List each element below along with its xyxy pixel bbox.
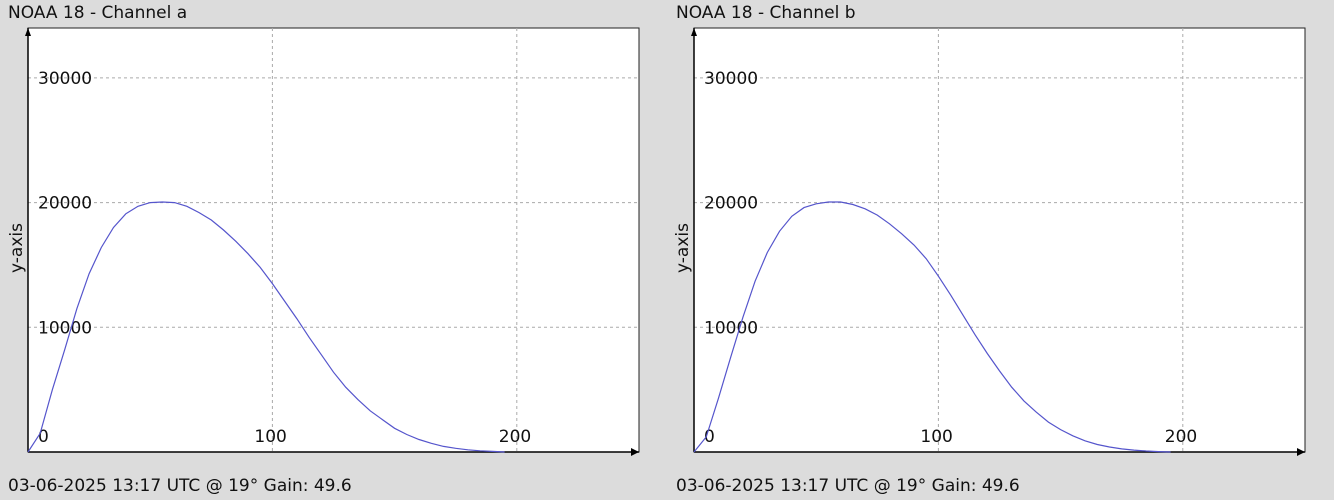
x-tick-label: 200 [1165,427,1197,447]
plot-background [693,27,1306,453]
chart-plot-area: 0 100 200 10000 20000 30000 y-axis [673,27,1306,456]
y-tick-label: 30000 [704,69,758,89]
plot-background [27,27,640,453]
y-tick-label: 10000 [38,318,92,338]
chart-panel-channel-b: NOAA 18 - Channel b 0 100 200 10000 20000 300… [667,0,1334,500]
y-axis-arrowhead [691,28,697,36]
series-line [693,201,1171,453]
chart-title: NOAA 18 - Channel a [8,3,188,23]
y-axis-arrowhead [25,28,31,36]
x-tick-label: 100 [920,427,952,447]
y-axis-label: y-axis [7,223,27,273]
chart-footer-status: 03-06-2025 13:17 UTC @ 19° Gain: 49.6 [676,476,1020,496]
y-tick-label: 20000 [38,194,92,214]
y-tick-label: 30000 [38,69,92,89]
x-tick-label: 0 [38,427,49,447]
chart-title: NOAA 18 - Channel b [676,3,856,23]
y-axis-label: y-axis [673,223,693,273]
x-tick-label: 0 [704,427,715,447]
y-tick-label: 20000 [704,194,758,214]
chart-plot-area: 0 100 200 10000 20000 30000 y-axis [7,27,640,456]
x-axis-arrowhead [1297,448,1305,456]
x-axis-arrowhead [631,448,639,456]
chart-footer-status: 03-06-2025 13:17 UTC @ 19° Gain: 49.6 [8,476,352,496]
y-tick-label: 10000 [704,318,758,338]
x-tick-label: 100 [254,427,286,447]
x-tick-label: 200 [499,427,531,447]
chart-panel-channel-a: NOAA 18 - Channel a 0 100 200 10000 20000 300… [7,3,640,496]
series-line [27,201,505,453]
